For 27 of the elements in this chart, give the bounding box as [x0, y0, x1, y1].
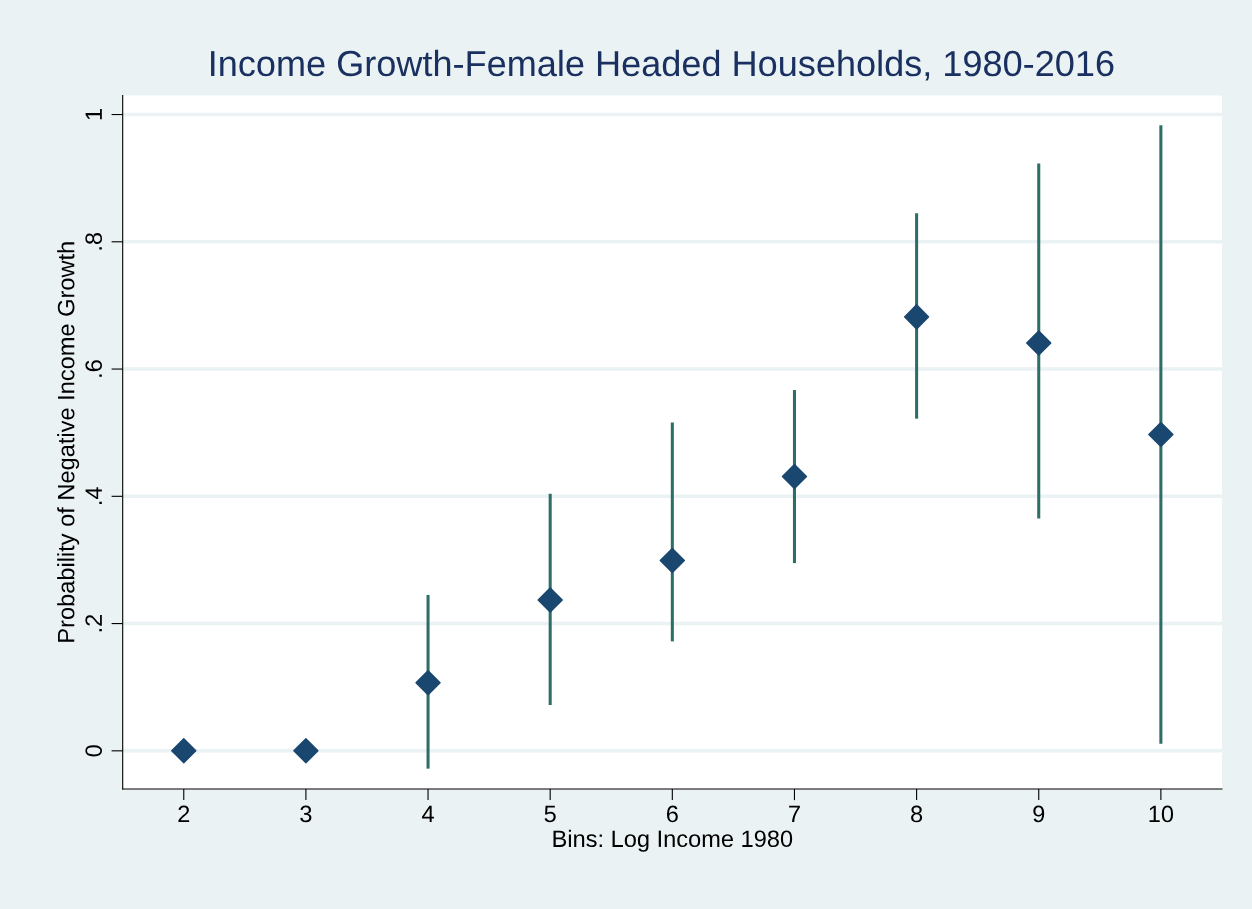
y-axis-title: Probability of Negative Income Growth — [57, 242, 80, 642]
point — [659, 547, 686, 574]
x-tick-label: 7 — [789, 805, 800, 823]
chart-title: Income Growth-Female Headed Households, 1980-2016 — [211, 49, 1114, 81]
point — [903, 304, 930, 330]
y-tick-label: 1 — [85, 109, 102, 120]
point — [781, 463, 808, 490]
y-tick-label: 0 — [85, 745, 103, 757]
point — [1148, 421, 1174, 448]
x-tick-label: 2 — [178, 805, 190, 823]
x-tick-label: 3 — [300, 805, 312, 823]
point — [171, 738, 197, 764]
y-tick-label: .6 — [85, 360, 103, 377]
x-tick-label: 4 — [422, 805, 434, 823]
point — [415, 670, 441, 696]
point — [537, 587, 563, 613]
x-axis-title: Bins: Log Income 1980 — [553, 829, 793, 852]
y-tick-label: .2 — [85, 614, 102, 632]
y-tick-label: .4 — [85, 487, 102, 504]
x-tick-label: 8 — [911, 805, 923, 823]
x-tick-label: 10 — [1149, 805, 1174, 823]
point — [1026, 330, 1052, 356]
x-tick-label: 9 — [1033, 805, 1045, 823]
y-tick-label: .8 — [85, 232, 103, 250]
x-tick-label: 5 — [544, 805, 556, 823]
point — [293, 738, 319, 764]
x-tick-label: 6 — [666, 805, 678, 823]
